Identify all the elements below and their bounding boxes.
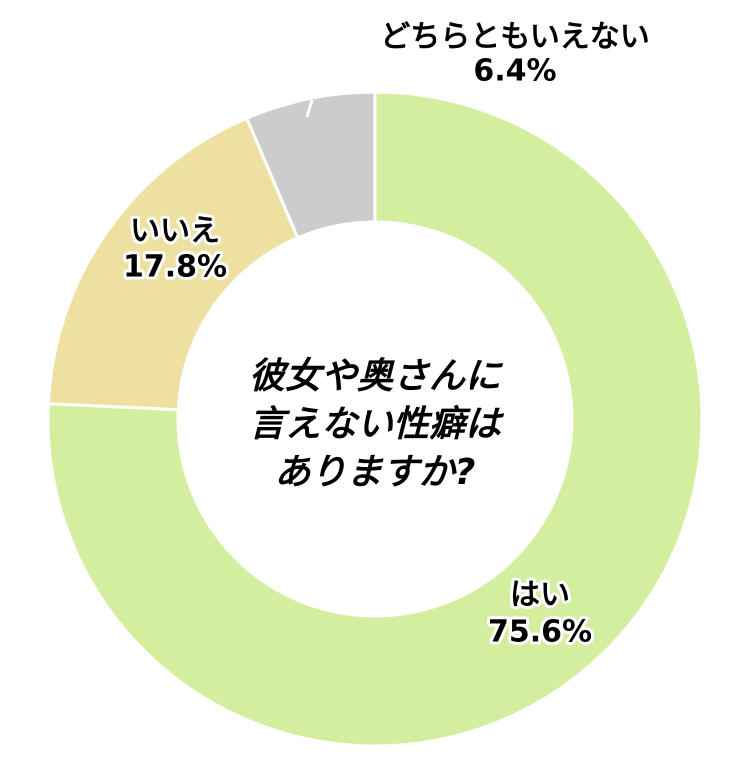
category-label: いいえ: [130, 214, 220, 249]
slice: [244, 90, 377, 240]
chart-title: 彼女や奥さんに: [249, 356, 504, 397]
slice: [46, 90, 704, 748]
category-label: どちらともいえない: [380, 20, 649, 55]
chart-title: 言えない性癖は: [249, 404, 505, 445]
value-label: 6.4%: [473, 54, 556, 89]
slice: [46, 116, 300, 412]
value-label: 75.6%: [488, 615, 592, 650]
chart-title: ありますか?: [275, 452, 476, 493]
leader-line: [305, 99, 314, 118]
slices: [46, 90, 704, 748]
category-label: はい: [510, 578, 570, 613]
value-label: 17.8%: [123, 250, 227, 285]
